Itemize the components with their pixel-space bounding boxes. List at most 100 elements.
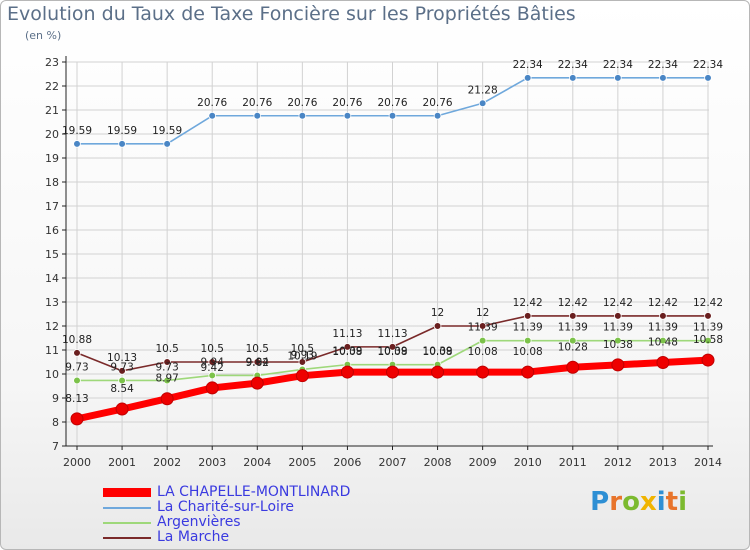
- legend-item: La Charité-sur-Loire: [103, 500, 350, 515]
- data-label: 20.76: [423, 97, 453, 109]
- data-label: 12.42: [648, 297, 678, 309]
- data-label: 10.88: [62, 334, 92, 346]
- data-label: 10.08: [513, 346, 543, 358]
- x-tick-label: 2007: [379, 456, 407, 469]
- data-point: [298, 111, 307, 120]
- data-label: 10.39: [332, 346, 362, 358]
- legend-swatch: [103, 506, 151, 509]
- data-label: 12.42: [513, 297, 543, 309]
- data-point: [340, 365, 354, 379]
- data-point: [704, 74, 712, 82]
- data-label: 12.42: [558, 297, 588, 309]
- data-point: [568, 312, 577, 320]
- x-tick-label: 2011: [559, 456, 587, 469]
- logo-letter: i: [678, 487, 687, 517]
- data-label: 10.5: [155, 343, 178, 355]
- y-tick-label: 23: [45, 56, 59, 69]
- data-label: 11.39: [468, 322, 498, 334]
- data-label: 12.42: [693, 297, 723, 309]
- y-tick-label: 7: [52, 440, 59, 453]
- data-point: [386, 365, 399, 379]
- data-point: [298, 358, 307, 366]
- data-point: [614, 74, 622, 82]
- x-tick-label: 2000: [63, 456, 91, 469]
- data-point: [163, 358, 171, 366]
- data-point: [73, 376, 81, 385]
- data-point: [659, 312, 667, 320]
- data-point: [433, 322, 442, 330]
- series-layer: [70, 74, 715, 426]
- data-point: [73, 140, 81, 148]
- data-point: [566, 360, 580, 374]
- data-point: [388, 343, 397, 351]
- x-tick-label: 2010: [514, 456, 542, 469]
- data-label: 20.76: [377, 97, 407, 109]
- data-point: [250, 376, 264, 390]
- data-label: 19.59: [152, 125, 182, 137]
- data-label: 11.39: [558, 322, 588, 334]
- data-label: 10.28: [558, 341, 588, 353]
- data-label: 10.08: [332, 346, 362, 358]
- data-point: [659, 74, 667, 82]
- x-tick-label: 2005: [288, 456, 316, 469]
- y-tick-label: 12: [45, 320, 59, 333]
- data-label: 11.39: [513, 322, 543, 334]
- legend-label: LA CHAPELLE-MONTLINARD: [157, 484, 351, 500]
- legend-label: Argenvières: [157, 514, 241, 530]
- y-tick-label: 22: [45, 80, 59, 93]
- logo-letter: o: [622, 487, 640, 517]
- data-label: 22.34: [693, 59, 723, 71]
- series-la-charit-sur-loire: [73, 74, 712, 148]
- data-label: 8.97: [155, 373, 178, 385]
- data-label: 10.08: [423, 346, 453, 358]
- y-tick-label: 15: [45, 248, 59, 261]
- data-point: [656, 355, 670, 369]
- y-tick-label: 18: [45, 176, 59, 189]
- legend-item: Argenvières: [103, 515, 350, 530]
- data-label: 9.94: [246, 356, 270, 368]
- data-point: [70, 412, 84, 426]
- y-tick-label: 8: [52, 416, 59, 429]
- data-point: [431, 365, 445, 379]
- data-label: 10.39: [423, 346, 453, 358]
- data-point: [521, 365, 535, 379]
- data-label: 9.93: [291, 350, 314, 362]
- legend-item: LA CHAPELLE-MONTLINARD: [103, 485, 350, 500]
- legend-label: La Marche: [157, 529, 230, 545]
- logo-letter: r: [609, 487, 623, 517]
- data-label: 9.42: [201, 362, 224, 374]
- y-tick-label: 11: [45, 344, 59, 357]
- proxiti-logo: Proxiti: [590, 487, 687, 517]
- data-point: [118, 367, 126, 375]
- data-point: [253, 111, 262, 120]
- data-label: 22.34: [648, 59, 678, 71]
- data-label: 10.13: [107, 352, 137, 364]
- data-point: [205, 381, 219, 395]
- data-point: [253, 358, 262, 366]
- data-point: [208, 358, 217, 366]
- data-label: 22.34: [513, 59, 543, 71]
- logo-letter: x: [639, 487, 657, 517]
- data-point: [478, 336, 487, 345]
- series-la-marche: [73, 312, 712, 375]
- x-tick-label: 2004: [243, 456, 271, 469]
- series-la-chapelle-montlinard: [70, 353, 715, 426]
- legend-swatch: [103, 488, 151, 497]
- data-label: 9.73: [110, 361, 133, 373]
- y-tick-label: 17: [45, 200, 59, 213]
- grid: [66, 61, 709, 447]
- legend: LA CHAPELLE-MONTLINARD La Charité-sur-Loi…: [103, 485, 350, 545]
- logo-letter: i: [656, 487, 666, 517]
- data-label: 8.13: [65, 393, 88, 405]
- data-point: [704, 312, 712, 320]
- x-tick-label: 2009: [469, 456, 497, 469]
- data-point: [208, 111, 217, 120]
- data-label: 22.34: [603, 59, 633, 71]
- legend-swatch: [103, 521, 151, 524]
- legend-item: La Marche: [103, 530, 350, 545]
- data-point: [523, 312, 532, 320]
- data-point: [478, 99, 487, 108]
- y-tick-label: 19: [45, 152, 59, 165]
- y-tick-label: 16: [45, 224, 59, 237]
- y-tick-label: 9: [52, 392, 59, 405]
